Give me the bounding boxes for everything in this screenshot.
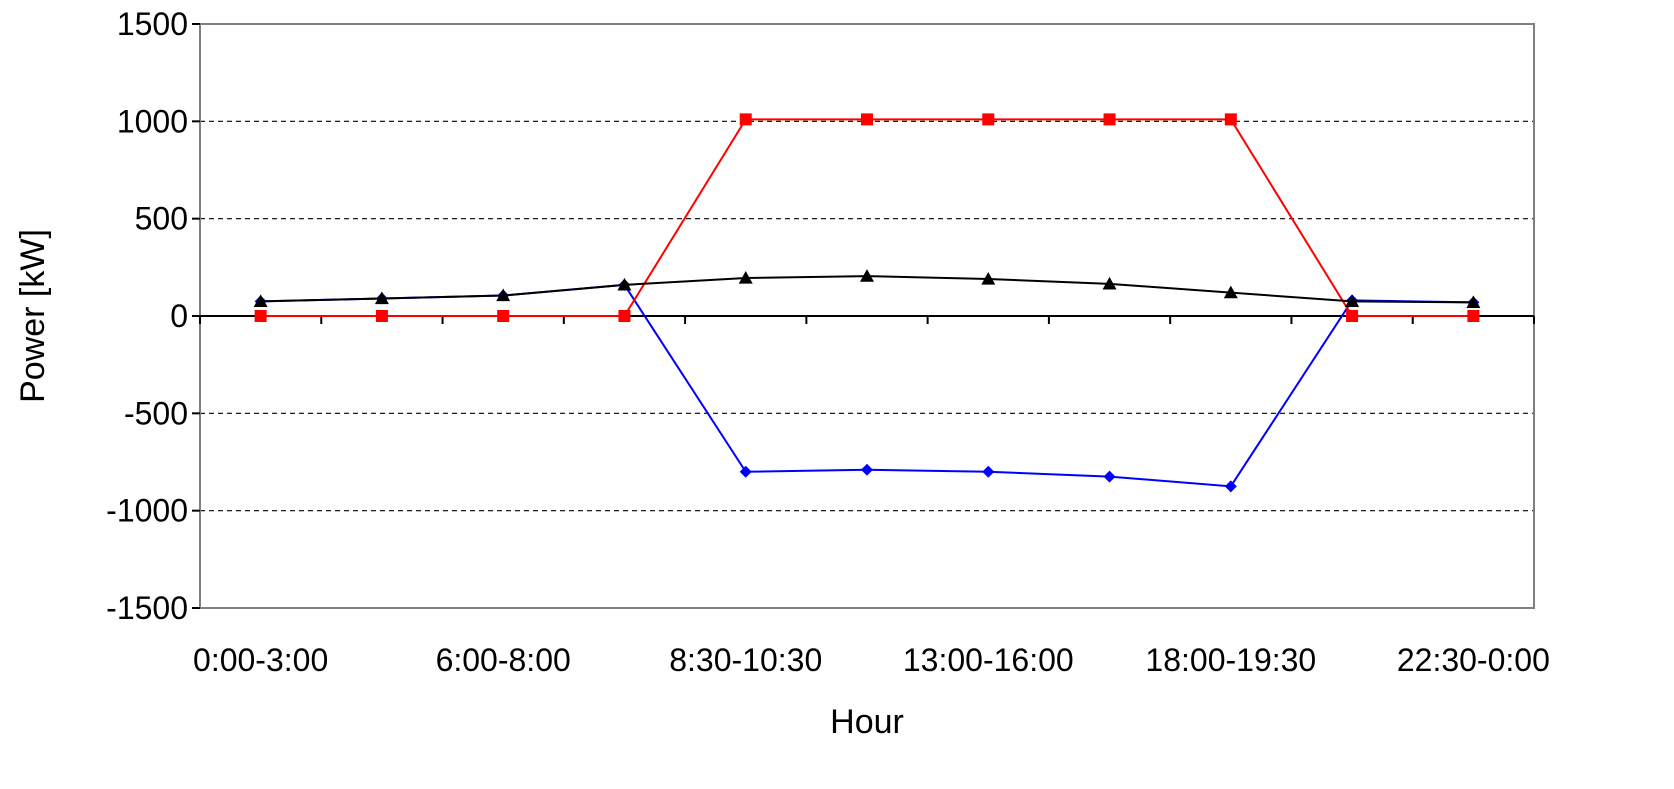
data-point	[375, 310, 388, 322]
data-point	[861, 113, 873, 126]
series-2	[254, 113, 1480, 322]
y-tick-label: 0	[170, 298, 188, 334]
y-tick-label: -500	[124, 395, 188, 431]
data-point	[617, 277, 632, 291]
y-tick-label: -1000	[106, 493, 188, 529]
x-tick-label: 6:00-8:00	[436, 642, 571, 678]
y-tick-label: 1000	[117, 103, 188, 139]
data-point	[1466, 295, 1481, 308]
data-point	[982, 465, 995, 478]
series-lines	[253, 113, 1481, 493]
data-point	[253, 294, 268, 307]
y-axis-title: Power [kW]	[14, 229, 52, 403]
y-tick-label: -1500	[106, 590, 188, 626]
data-point	[254, 310, 267, 322]
data-point	[374, 291, 389, 305]
x-tick-label: 8:30-10:30	[669, 642, 822, 678]
data-point	[982, 113, 995, 126]
x-axis-title: Hour	[830, 703, 904, 741]
data-point	[1103, 113, 1116, 126]
y-tick-label: 1500	[117, 6, 188, 42]
data-point	[738, 271, 753, 284]
data-point	[1223, 285, 1238, 299]
data-point	[739, 465, 752, 478]
x-tick-label: 18:00-19:30	[1145, 642, 1316, 678]
data-point	[1224, 113, 1237, 126]
x-tick-label: 0:00-3:00	[193, 642, 328, 678]
data-point	[497, 310, 510, 322]
x-axis-ticks	[199, 316, 1535, 324]
series-1	[254, 278, 1480, 493]
series-line	[260, 118, 1474, 317]
data-point	[1346, 310, 1359, 322]
y-tick-label: 500	[135, 201, 188, 237]
data-point	[981, 272, 996, 285]
data-point	[1345, 294, 1360, 307]
data-point	[861, 463, 873, 476]
x-tick-label: 22:30-0:00	[1397, 642, 1550, 678]
data-point	[1103, 470, 1116, 483]
data-point	[618, 310, 631, 322]
data-point	[1102, 276, 1117, 290]
data-point	[860, 269, 874, 282]
y-axis-tick-labels: 1500 1000 500 0 -500 -1000 -1500	[106, 6, 188, 626]
series-3	[253, 269, 1481, 308]
data-point	[1467, 310, 1480, 322]
x-tick-label: 13:00-16:00	[903, 642, 1074, 678]
data-point	[739, 113, 752, 126]
data-point	[1224, 480, 1237, 493]
y-axis-ticks	[192, 23, 200, 609]
data-point	[496, 288, 511, 302]
x-axis-tick-labels: 0:00-3:00 6:00-8:00 8:30-10:30 13:00-16:00 1…	[193, 642, 1550, 678]
